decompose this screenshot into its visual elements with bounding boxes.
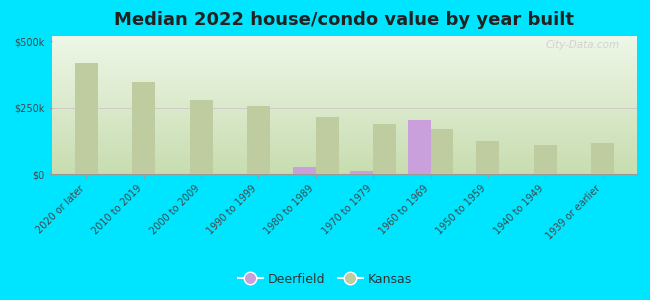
Bar (476, 141, 499, 174)
Bar (591, 143, 614, 174)
Bar (408, 120, 430, 174)
Bar (534, 145, 556, 174)
Bar (316, 117, 339, 174)
Legend: Deerfield, Kansas: Deerfield, Kansas (233, 268, 417, 291)
Bar (350, 171, 373, 174)
Bar (247, 106, 270, 174)
Bar (75, 62, 98, 174)
Bar (190, 100, 213, 174)
Bar (373, 124, 396, 174)
Title: Median 2022 house/condo value by year built: Median 2022 house/condo value by year bu… (114, 11, 575, 29)
Text: City-Data.com: City-Data.com (545, 40, 619, 50)
Bar (293, 167, 316, 174)
Bar (430, 129, 454, 174)
Bar (133, 82, 155, 174)
